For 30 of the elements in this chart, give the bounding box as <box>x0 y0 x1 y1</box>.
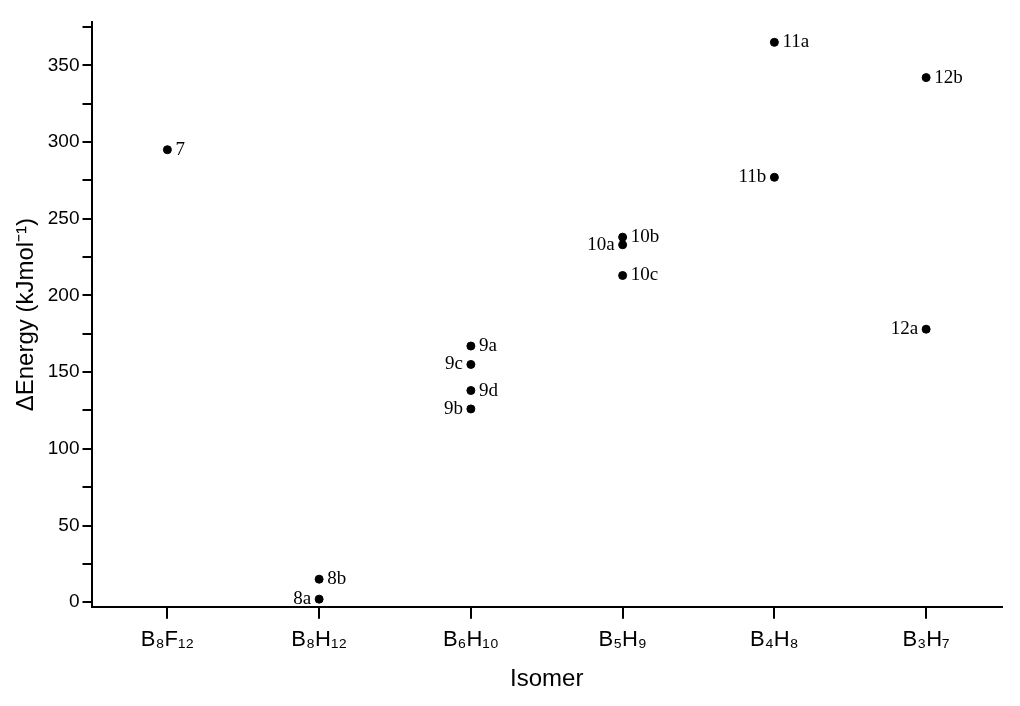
annotation: 10b <box>630 225 660 247</box>
y-tick-label: 0 <box>68 590 80 612</box>
annotation: 7 <box>175 137 185 159</box>
x-tick-label: B₃H₇ <box>902 626 950 652</box>
y-tick-label: 150 <box>47 360 80 382</box>
annotation: 12a <box>890 317 919 339</box>
annotation: 8b <box>327 567 347 589</box>
y-tick-label: 100 <box>47 437 80 459</box>
x-tick-label: B₈H₁₂ <box>291 626 347 652</box>
annotation: 9d <box>478 378 499 400</box>
annotation: 10c <box>630 263 659 285</box>
y-tick-label: 200 <box>47 283 80 305</box>
annotation: 8a <box>293 587 312 609</box>
annotation: 9a <box>478 334 498 356</box>
x-tick-label: B₈F₁₂ <box>140 626 194 652</box>
x-tick-label: B₅H₉ <box>598 626 647 652</box>
annotation: 12b <box>934 65 963 87</box>
x-axis-title: Isomer <box>510 664 584 692</box>
x-tick-label: B₆H₁₀ <box>442 626 499 652</box>
y-tick-label: 50 <box>58 513 80 535</box>
x-tick-label: B₄H₈ <box>750 626 799 652</box>
y-tick-label: 250 <box>47 206 80 228</box>
annotation: 11a <box>782 30 810 52</box>
y-tick-label: 350 <box>47 53 80 75</box>
annotation: 9c <box>444 352 463 374</box>
y-axis-title: ΔEnergy (kJmol⁻¹) <box>11 217 39 412</box>
annotation: 11b <box>738 165 767 187</box>
y-tick-label: 300 <box>47 130 80 152</box>
annotation: 10a <box>587 232 616 254</box>
annotation: 9b <box>443 396 463 418</box>
